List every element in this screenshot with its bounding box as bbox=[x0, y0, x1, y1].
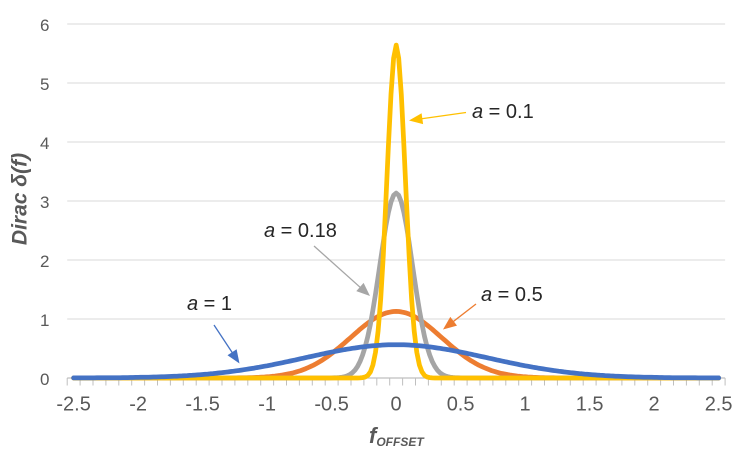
svg-text:2: 2 bbox=[649, 394, 660, 416]
svg-text:-0.5: -0.5 bbox=[314, 394, 348, 416]
svg-text:-2.5: -2.5 bbox=[56, 394, 90, 416]
svg-text:0.5: 0.5 bbox=[447, 394, 475, 416]
svg-text:0: 0 bbox=[391, 394, 402, 416]
svg-text:0: 0 bbox=[40, 370, 49, 389]
svg-text:-1: -1 bbox=[258, 394, 276, 416]
svg-text:a = 0.18: a = 0.18 bbox=[264, 220, 337, 242]
svg-text:1.5: 1.5 bbox=[576, 394, 604, 416]
svg-text:4: 4 bbox=[40, 134, 49, 153]
svg-text:-1.5: -1.5 bbox=[185, 394, 219, 416]
svg-text:2.5: 2.5 bbox=[705, 394, 733, 416]
svg-text:3: 3 bbox=[40, 193, 49, 212]
svg-text:2: 2 bbox=[40, 252, 49, 271]
svg-text:a = 0.1: a = 0.1 bbox=[472, 101, 534, 123]
svg-text:Dirac δ(f): Dirac δ(f) bbox=[9, 153, 32, 245]
svg-text:a = 1: a = 1 bbox=[187, 293, 232, 315]
svg-text:1: 1 bbox=[40, 311, 49, 330]
svg-text:-2: -2 bbox=[129, 394, 147, 416]
svg-text:6: 6 bbox=[40, 16, 49, 35]
svg-text:a = 0.5: a = 0.5 bbox=[481, 284, 543, 306]
svg-text:1: 1 bbox=[520, 394, 531, 416]
svg-text:5: 5 bbox=[40, 75, 49, 94]
